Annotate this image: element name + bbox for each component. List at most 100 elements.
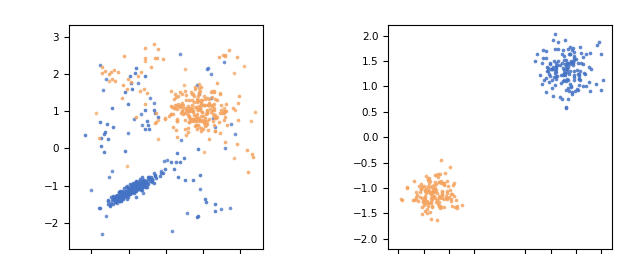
Point [209, 89, 219, 93]
Point [147, 178, 157, 182]
Point [197, 118, 207, 122]
Point [452, 205, 462, 210]
Point [196, 98, 206, 102]
Point [584, 80, 594, 84]
Point [131, 179, 141, 183]
Point [192, 215, 202, 219]
Point [127, 186, 137, 190]
Point [115, 192, 125, 196]
Point [127, 87, 138, 91]
Point [408, 198, 418, 202]
Point [182, 126, 193, 130]
Point [119, 190, 129, 195]
Point [173, 174, 184, 179]
Point [556, 81, 566, 85]
Point [550, 74, 561, 78]
Point [550, 83, 560, 87]
Point [135, 89, 145, 93]
Point [96, 136, 106, 140]
Point [417, 205, 428, 209]
Point [138, 183, 148, 187]
Point [127, 182, 138, 186]
Point [131, 195, 141, 199]
Point [192, 100, 202, 104]
Point [541, 49, 551, 53]
Point [111, 194, 121, 198]
Point [194, 92, 204, 96]
Point [196, 100, 206, 104]
Point [132, 182, 143, 186]
Point [136, 180, 147, 184]
Point [122, 191, 132, 195]
Point [547, 78, 557, 82]
Point [156, 174, 166, 178]
Point [107, 77, 117, 82]
Point [187, 118, 197, 122]
Point [188, 178, 198, 182]
Point [202, 67, 212, 71]
Point [428, 187, 438, 191]
Point [422, 211, 432, 215]
Point [95, 62, 105, 67]
Point [189, 94, 199, 98]
Point [139, 87, 149, 91]
Point [195, 106, 205, 110]
Point [200, 124, 210, 128]
Point [188, 92, 198, 97]
Point [431, 182, 441, 186]
Point [561, 77, 572, 81]
Point [199, 121, 209, 125]
Point [196, 101, 206, 105]
Point [420, 201, 430, 205]
Point [553, 59, 563, 64]
Point [141, 185, 152, 189]
Point [185, 119, 195, 123]
Point [127, 184, 137, 188]
Point [122, 184, 132, 188]
Point [135, 183, 145, 187]
Point [180, 105, 191, 109]
Point [442, 196, 452, 200]
Point [559, 71, 570, 75]
Point [149, 181, 159, 185]
Point [212, 98, 223, 102]
Point [116, 96, 127, 100]
Point [105, 204, 115, 209]
Point [429, 180, 440, 184]
Point [131, 180, 141, 184]
Point [200, 119, 211, 123]
Point [200, 116, 210, 120]
Point [439, 205, 449, 209]
Point [202, 66, 212, 70]
Point [415, 190, 426, 194]
Point [131, 185, 141, 189]
Point [550, 47, 561, 51]
Point [196, 110, 207, 115]
Point [413, 199, 423, 203]
Point [137, 182, 147, 186]
Point [195, 107, 205, 111]
Point [103, 198, 113, 202]
Point [199, 103, 209, 107]
Point [189, 85, 200, 89]
Point [445, 188, 456, 192]
Point [115, 199, 125, 203]
Point [228, 71, 239, 75]
Point [558, 66, 568, 70]
Point [120, 149, 130, 153]
Point [195, 108, 205, 113]
Point [556, 73, 566, 77]
Point [545, 62, 556, 66]
Point [555, 95, 565, 99]
Point [141, 179, 152, 183]
Point [130, 181, 140, 185]
Point [220, 115, 230, 119]
Point [563, 65, 573, 69]
Point [564, 89, 574, 93]
Point [169, 167, 179, 171]
Point [574, 74, 584, 78]
Point [131, 180, 141, 184]
Point [172, 95, 182, 99]
Point [548, 65, 558, 69]
Point [189, 105, 200, 109]
